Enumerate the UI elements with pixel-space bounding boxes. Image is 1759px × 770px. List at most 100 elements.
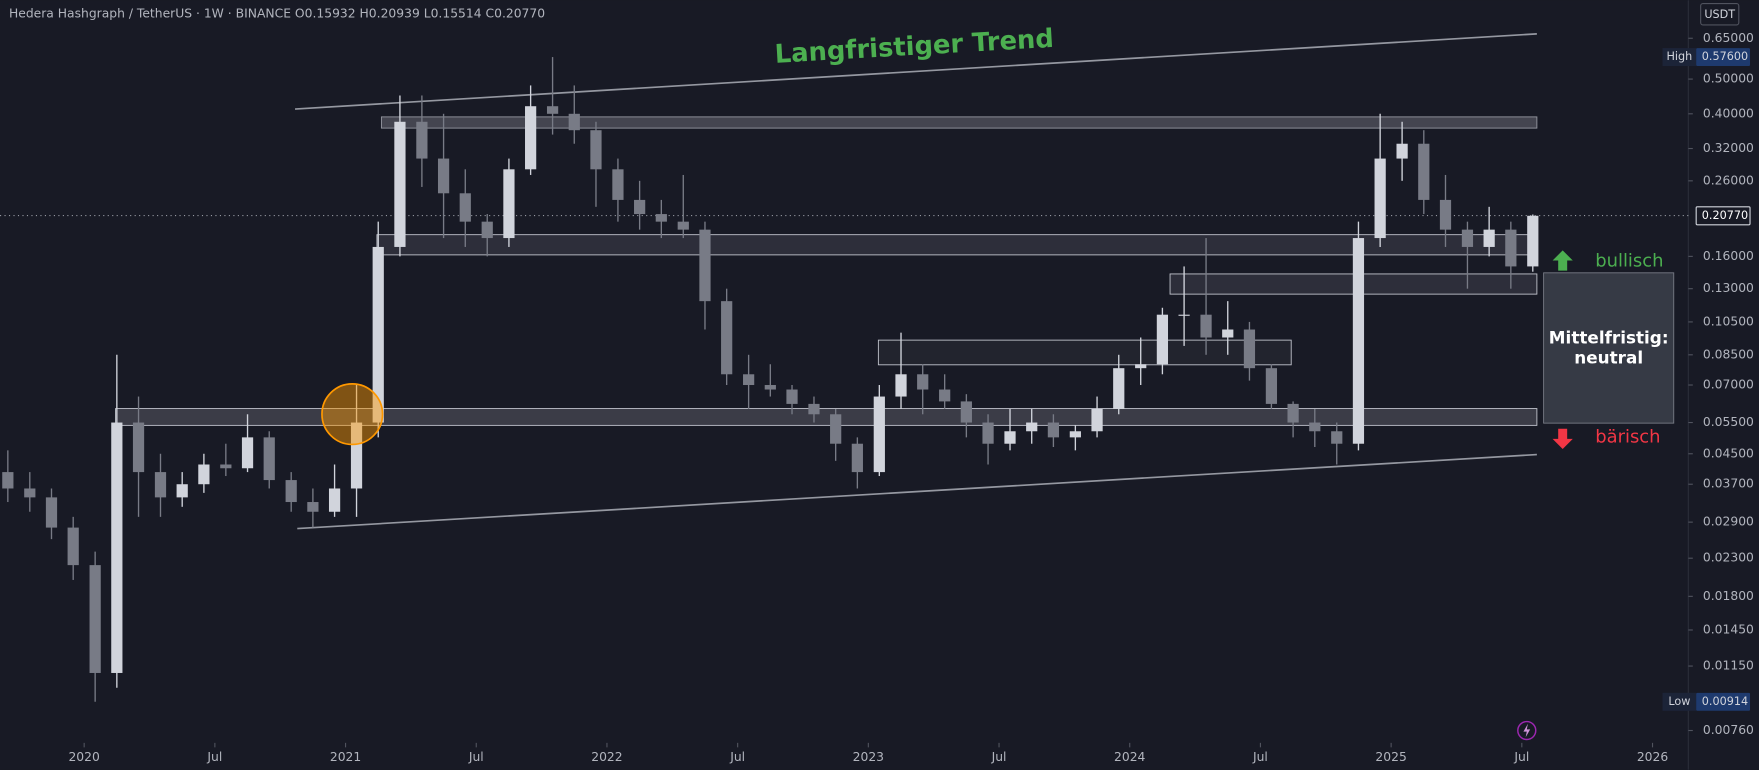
candle-body bbox=[481, 221, 493, 239]
y-tick-label: 0.00760 bbox=[1703, 723, 1754, 737]
y-tick-label: 0.02300 bbox=[1703, 551, 1754, 565]
candle-body bbox=[1113, 368, 1125, 409]
candle-body bbox=[873, 396, 885, 473]
x-tick-label: Jul bbox=[1513, 750, 1529, 764]
x-tick-label: Jul bbox=[206, 750, 222, 764]
candle-body bbox=[1352, 238, 1365, 444]
y-tick-label: 0.32000 bbox=[1703, 141, 1754, 155]
y-tick-label: 0.08500 bbox=[1703, 347, 1754, 361]
tag-name: Low bbox=[1668, 695, 1690, 708]
trend-line bbox=[297, 453, 1537, 530]
candle-body bbox=[350, 422, 363, 489]
y-tick-label: 0.07000 bbox=[1703, 378, 1754, 392]
event-icon[interactable] bbox=[1517, 720, 1537, 741]
candle-body bbox=[1243, 329, 1256, 369]
candle-body bbox=[546, 106, 559, 114]
y-tick-label: 0.65000 bbox=[1703, 31, 1754, 45]
candle-body bbox=[285, 480, 297, 503]
x-tick-label: 2024 bbox=[1114, 750, 1146, 764]
candle-body bbox=[437, 158, 450, 194]
y-tick-label: 0.13000 bbox=[1703, 281, 1754, 295]
x-tick-label: 2022 bbox=[591, 750, 622, 764]
candle-body bbox=[1004, 431, 1016, 444]
candle-body bbox=[743, 374, 755, 386]
candle-body bbox=[525, 106, 537, 170]
candle-body bbox=[45, 497, 58, 528]
candle-body bbox=[1439, 199, 1452, 230]
candle-body bbox=[2, 472, 14, 489]
candle-body bbox=[1396, 143, 1408, 159]
y-tick-label: 0.05500 bbox=[1703, 415, 1754, 429]
price-tag-label: 0.00914 bbox=[1702, 695, 1748, 708]
candle-body bbox=[590, 130, 602, 170]
candle-body bbox=[612, 169, 624, 200]
down-arrow bbox=[1552, 428, 1573, 449]
candle-body bbox=[830, 414, 842, 444]
candle-body bbox=[939, 389, 951, 402]
y-tick-label: 0.40000 bbox=[1703, 106, 1754, 120]
tag-name-bg bbox=[1662, 692, 1697, 711]
candle-body bbox=[241, 437, 254, 469]
ohlc: O0.15932 bbox=[295, 6, 356, 20]
candle-body bbox=[1222, 329, 1234, 338]
currency-box[interactable] bbox=[1700, 3, 1740, 26]
candle-body bbox=[960, 401, 972, 423]
price-tag bbox=[1696, 692, 1751, 711]
candle-body bbox=[1135, 364, 1147, 369]
candle-body bbox=[851, 443, 863, 473]
candle-body bbox=[655, 214, 667, 222]
candle-body bbox=[372, 246, 384, 423]
symbol: Hedera Hashgraph / TetherUS · 1W · BINAN… bbox=[9, 6, 291, 20]
x-tick-label: 2021 bbox=[330, 750, 361, 764]
price-tag bbox=[1696, 48, 1751, 67]
x-tick-label: 2025 bbox=[1375, 750, 1406, 764]
ohlc: L0.15514 bbox=[424, 6, 482, 20]
zone bbox=[877, 339, 1292, 366]
neutral-label: Mittelfristig: neutral bbox=[1548, 327, 1669, 369]
candle-body bbox=[176, 484, 188, 498]
y-tick-label: 0.03700 bbox=[1703, 477, 1754, 491]
candle-body bbox=[459, 193, 471, 222]
y-tick-label: 0.01150 bbox=[1703, 659, 1754, 673]
candle-body bbox=[503, 169, 515, 239]
candle-body bbox=[1527, 215, 1539, 267]
candle-body bbox=[1069, 431, 1081, 438]
candle-body bbox=[198, 464, 210, 485]
y-tick-label: 0.26000 bbox=[1703, 173, 1754, 187]
candle-body bbox=[1026, 422, 1038, 432]
candle-body bbox=[895, 374, 907, 397]
y-tick-label: 0.16000 bbox=[1703, 249, 1754, 263]
x-tick-label: Jul bbox=[468, 750, 484, 764]
bearish-label: bärisch bbox=[1595, 427, 1660, 448]
x-tick-label: Jul bbox=[991, 750, 1007, 764]
x-tick-label: 2020 bbox=[68, 750, 100, 764]
candles bbox=[2, 57, 1539, 702]
neutral-wrap: Mittelfristig: neutral bbox=[1548, 327, 1669, 369]
candle-body bbox=[1091, 408, 1103, 432]
x-tick-label: Jul bbox=[1252, 750, 1268, 764]
x-tick-label: 2026 bbox=[1637, 750, 1669, 764]
candle-body bbox=[1287, 403, 1299, 423]
highlight-circle bbox=[321, 383, 384, 446]
candle-body bbox=[1156, 314, 1169, 365]
price-tag-label: 0.57600 bbox=[1702, 50, 1748, 63]
candle-body bbox=[307, 502, 319, 512]
candle-body bbox=[982, 422, 994, 444]
neutral-box bbox=[1543, 272, 1675, 424]
candle-body bbox=[220, 464, 232, 469]
zones bbox=[0, 33, 1689, 530]
candle-body bbox=[1178, 314, 1190, 316]
candle-body bbox=[1265, 368, 1278, 404]
candle-body bbox=[132, 422, 145, 473]
up-arrow bbox=[1552, 250, 1573, 271]
candle-body bbox=[808, 403, 820, 415]
candle-body bbox=[1374, 158, 1386, 239]
currency: USDT bbox=[1704, 8, 1735, 21]
candle-body bbox=[1483, 229, 1495, 247]
candle-body bbox=[699, 229, 711, 302]
zone bbox=[115, 408, 1538, 426]
candle-body bbox=[89, 565, 101, 673]
y-tick-label: 0.01800 bbox=[1703, 589, 1754, 603]
